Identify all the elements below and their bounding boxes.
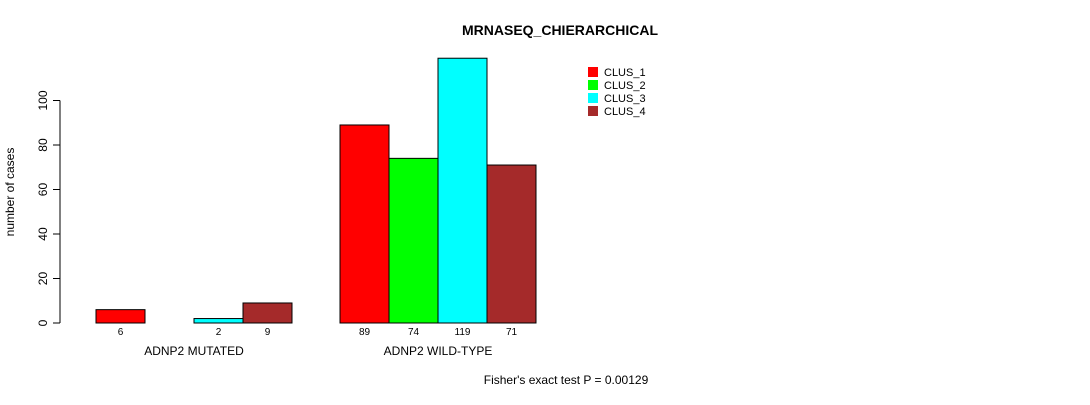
y-tick-label: 20 (36, 272, 50, 286)
y-tick-label: 60 (36, 183, 50, 197)
bars: 6 2 9 ADNP2 MUTATED 89 74 119 71 ADNP2 WILD-TYPE (95, 57, 537, 358)
bar-clus-4 (242, 302, 293, 324)
y-tick-label: 0 (36, 319, 50, 326)
bar-clus-1 (95, 309, 146, 324)
legend-label: CLUS_1 (604, 67, 646, 79)
bar-value-label: 6 (118, 327, 124, 338)
bar-clus-4 (486, 164, 537, 324)
legend-label: CLUS_3 (604, 93, 646, 105)
bar-value-label: 71 (506, 327, 518, 338)
chart-title: MRNASEQ_CHIERARCHICAL (462, 22, 658, 38)
y-tick-label: 40 (36, 227, 50, 241)
bar-clus-1 (339, 124, 390, 324)
legend-swatch (588, 93, 598, 103)
bar-clus-3 (437, 57, 488, 324)
bar-value-label: 2 (216, 327, 222, 338)
bar-clus-2 (388, 157, 439, 324)
y-axis: 0 20 40 60 80 100 (36, 90, 61, 326)
bar-clus-3 (193, 318, 244, 324)
y-tick-label: 80 (36, 138, 50, 152)
legend-label: CLUS_2 (604, 80, 646, 92)
fisher-annotation: Fisher's exact test P = 0.00129 (484, 373, 649, 387)
legend-label: CLUS_4 (604, 106, 646, 118)
y-axis-label: number of cases (3, 148, 17, 237)
legend-swatch (588, 106, 598, 116)
y-tick-label: 100 (36, 90, 50, 110)
bar-value-label: 9 (265, 327, 271, 338)
bar-value-label: 74 (408, 327, 420, 338)
bar-value-label: 119 (455, 327, 471, 338)
category-label: ADNP2 MUTATED (144, 344, 244, 358)
bar-value-label: 89 (359, 327, 371, 338)
legend-swatch (588, 80, 598, 90)
category-label: ADNP2 WILD-TYPE (384, 344, 493, 358)
legend-swatch (588, 67, 598, 77)
